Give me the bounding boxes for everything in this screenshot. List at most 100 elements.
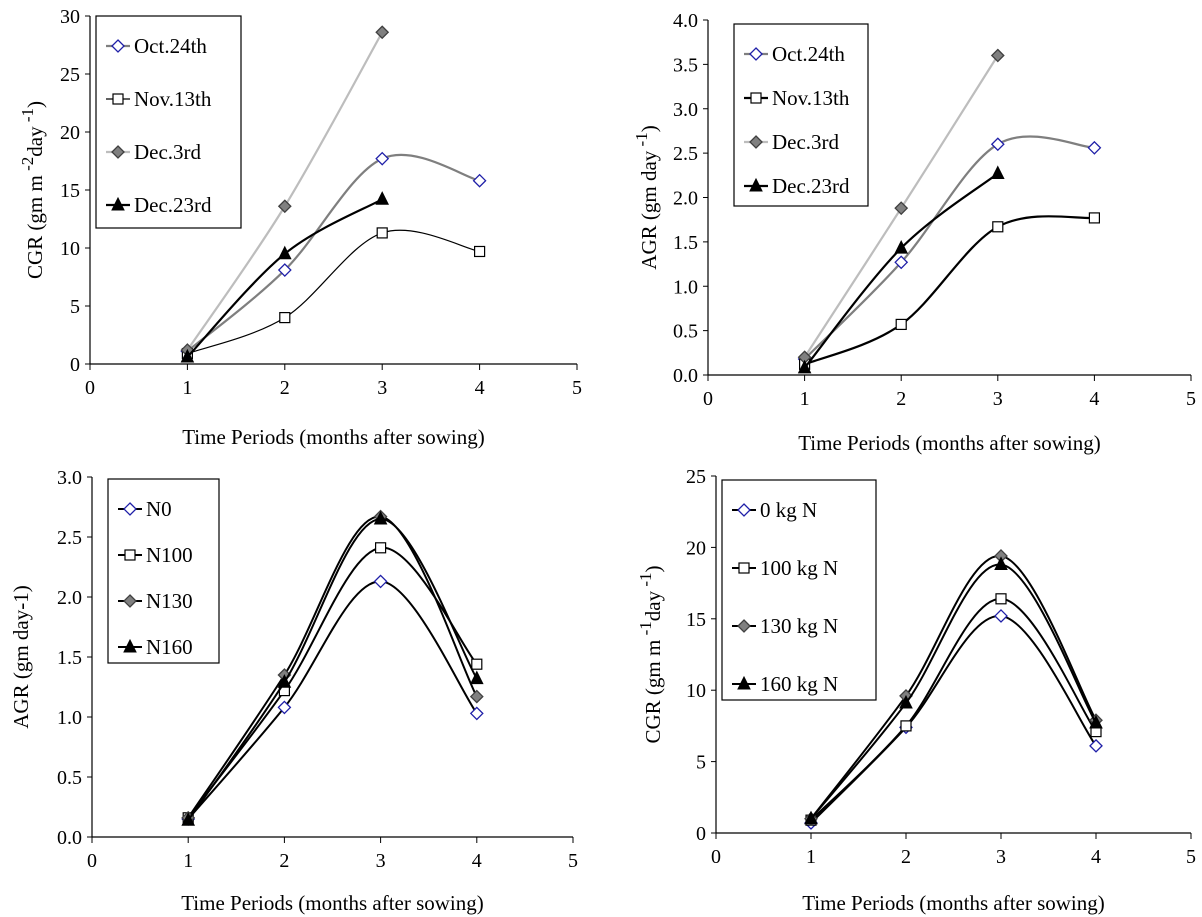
y-tick-label: 0.0: [673, 365, 698, 387]
data-point-series-3: [181, 812, 196, 826]
legend-marker: [111, 196, 125, 211]
data-point-series-0: [1087, 140, 1102, 155]
legend-marker: [111, 145, 125, 159]
legend-label: Nov.13th: [772, 86, 850, 110]
data-point-series-0: [277, 263, 292, 277]
data-point-series-2: [277, 199, 292, 214]
legend-marker: [749, 135, 763, 149]
chart-panel-agr-sowing-dates: 0.0 0.5 1.0 1.5 2.0 2.5 3.0 3.5 4.0 0 1 2 3 4 5 Time Pe…: [632, 10, 1196, 455]
x-tick-label: 5: [1186, 846, 1196, 868]
y-tick-label: 3.0: [57, 467, 82, 489]
y-tick-label: 1.0: [673, 276, 698, 298]
y-tick-label: 2.0: [673, 188, 698, 210]
data-point-series-3: [277, 245, 292, 260]
x-tick-label: 4: [1089, 388, 1099, 410]
x-tick-label: 1: [183, 850, 193, 872]
data-point-series-3: [894, 239, 909, 254]
data-point-series-2: [375, 25, 390, 40]
data-point-series-2: [990, 48, 1005, 63]
data-point-series-3: [1089, 714, 1103, 729]
y-tick-label: 1.5: [57, 647, 82, 669]
legend-label: N130: [146, 589, 193, 613]
legend-marker: [111, 39, 125, 53]
legend-marker: [737, 675, 751, 690]
data-point-series-3: [990, 165, 1005, 180]
data-point-series-1: [474, 245, 486, 258]
series-line-3: [187, 517, 478, 821]
data-point-series-1: [995, 593, 1007, 605]
data-point-series-3: [797, 359, 812, 374]
y-tick-label: 1.5: [673, 232, 698, 254]
y-tick-label: 0.5: [673, 321, 698, 343]
series-line-3: [810, 563, 1097, 820]
legend-marker: [123, 594, 137, 608]
y-tick-label: 5: [696, 752, 706, 774]
x-tick-label: 0: [85, 377, 95, 399]
data-point-series-3: [469, 670, 484, 685]
legend-label: Dec.3rd: [772, 130, 840, 154]
chart-panel-cgr-nitrogen: 0 5 10 15 20 25 0 1 2 3 4 5 Time Periods (months aft…: [636, 466, 1196, 915]
legend-label: Nov.13th: [134, 87, 212, 111]
x-tick-label: 2: [901, 846, 911, 868]
y-tick-label: 2.5: [57, 527, 82, 549]
data-point-series-1: [279, 312, 291, 324]
legend-marker: [737, 503, 751, 517]
legend-label: 100 kg N: [760, 556, 838, 580]
legend-marker: [750, 92, 762, 104]
legend-marker: [737, 619, 751, 633]
data-point-series-2: [469, 689, 484, 704]
y-tick-label: 0: [70, 354, 80, 376]
x-tick-label: 0: [87, 850, 97, 872]
x-axis-label: Time Periods (months after sowing): [802, 891, 1105, 915]
y-tick-label: 25: [60, 64, 80, 86]
x-tick-label: 5: [568, 850, 578, 872]
series-line-0: [803, 135, 1095, 360]
data-point-series-1: [895, 318, 907, 331]
chart-panel-cgr-sowing-dates: 0 5 10 15 20 25 30 0 1 2 3 4 5 Time Periods (months a…: [18, 6, 582, 449]
data-point-series-1: [471, 658, 483, 670]
data-point-series-0: [990, 137, 1005, 152]
data-point-series-0: [994, 609, 1008, 623]
data-point-series-3: [180, 348, 195, 363]
legend-marker: [749, 177, 763, 192]
data-point-series-0: [277, 700, 292, 715]
x-axis-label: Time Periods (months after sowing): [798, 431, 1101, 455]
y-axis-label: AGR (gm day-1): [9, 585, 33, 728]
legend-marker: [123, 638, 137, 653]
x-tick-label: 0: [703, 388, 713, 410]
series-line-1: [804, 215, 1095, 366]
data-point-series-3: [375, 191, 390, 205]
y-tick-label: 15: [60, 180, 80, 202]
data-point-series-0: [894, 255, 909, 270]
data-point-series-3: [277, 674, 292, 688]
x-axis-label: Time Periods (months after sowing): [182, 425, 485, 449]
x-tick-label: 1: [800, 388, 810, 410]
x-tick-label: 4: [1091, 846, 1101, 868]
data-point-series-0: [472, 173, 487, 188]
y-tick-label: 25: [686, 466, 706, 488]
x-tick-label: 3: [377, 377, 387, 399]
y-tick-label: 2.5: [673, 143, 698, 165]
data-point-series-3: [373, 510, 388, 525]
data-point-series-1: [900, 720, 912, 732]
legend-marker: [112, 93, 124, 105]
x-tick-label: 1: [806, 846, 816, 868]
x-tick-label: 0: [711, 846, 721, 868]
legend-marker: [738, 562, 750, 574]
data-point-series-1: [992, 221, 1004, 233]
legend-box: [733, 23, 869, 207]
legend-label: 160 kg N: [760, 672, 838, 696]
x-tick-label: 2: [279, 850, 289, 872]
legend-marker: [124, 549, 136, 561]
legend-label: N160: [146, 635, 193, 659]
legend-label: 0 kg N: [760, 498, 817, 522]
legend-label: 130 kg N: [760, 614, 838, 638]
x-tick-label: 3: [376, 850, 386, 872]
legend-box: [721, 479, 877, 701]
data-point-series-1: [376, 227, 388, 239]
data-point-series-1: [375, 542, 387, 554]
series-line-2: [187, 515, 478, 819]
y-tick-label: 2.0: [57, 587, 82, 609]
y-tick-label: 20: [60, 122, 80, 144]
y-tick-label: 5: [70, 296, 80, 318]
